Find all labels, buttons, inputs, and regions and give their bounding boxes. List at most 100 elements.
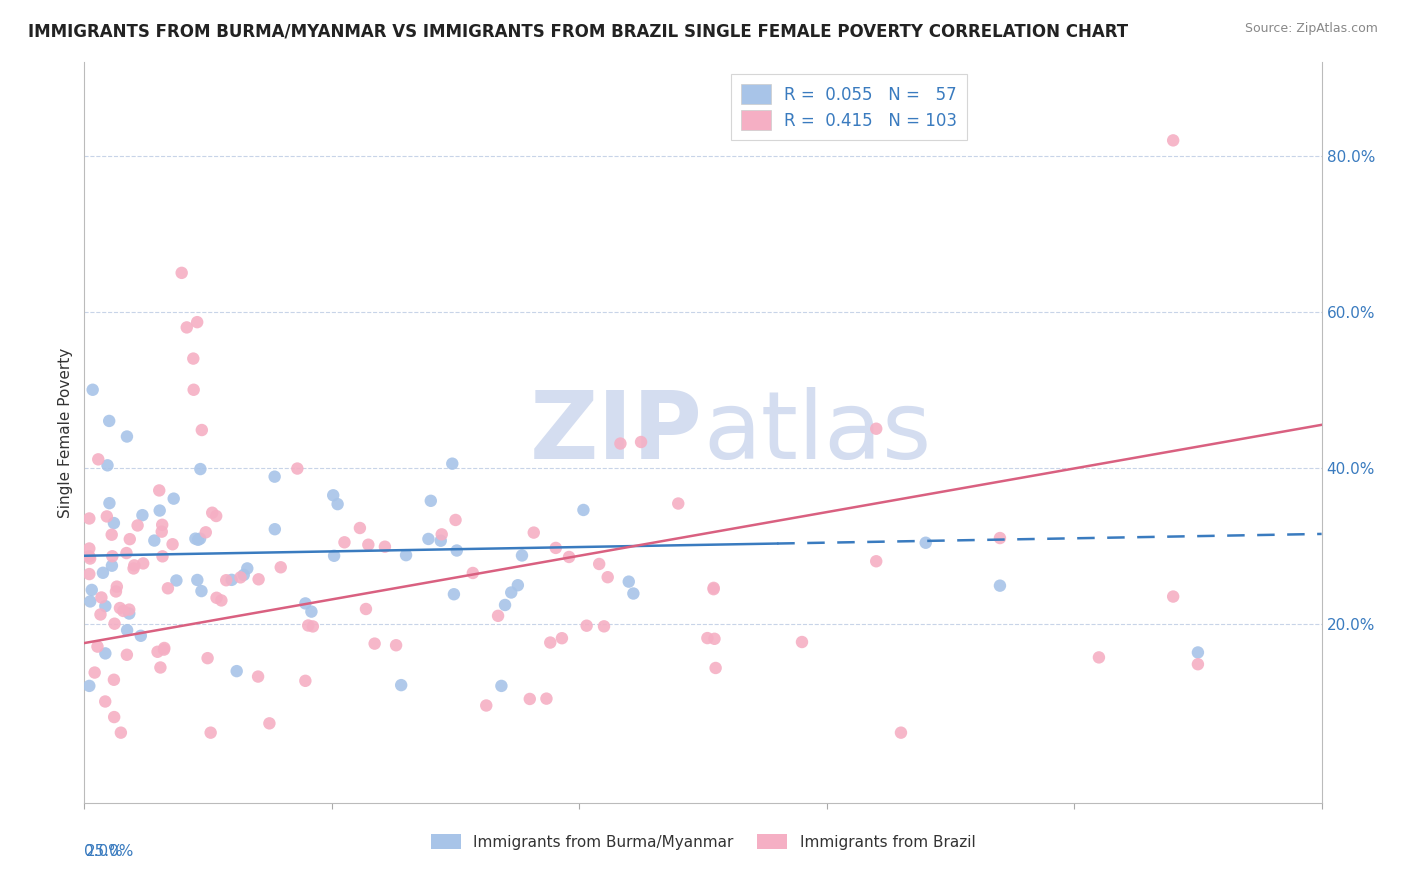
Point — [101, 558, 124, 573]
Point — [94, 646, 117, 660]
Point — [236, 561, 259, 575]
Point — [118, 607, 141, 621]
Text: Source: ZipAtlas.com: Source: ZipAtlas.com — [1244, 22, 1378, 36]
Point — [186, 573, 208, 587]
Text: IMMIGRANTS FROM BURMA/MYANMAR VS IMMIGRANTS FROM BRAZIL SINGLE FEMALE POVERTY CO: IMMIGRANTS FROM BURMA/MYANMAR VS IMMIGRA… — [28, 22, 1128, 40]
Point — [89, 607, 111, 622]
Point — [506, 578, 529, 592]
Point — [259, 716, 281, 731]
Point — [596, 570, 619, 584]
Point — [124, 558, 146, 573]
Point — [127, 518, 149, 533]
Point — [294, 596, 316, 610]
Point — [105, 580, 128, 594]
Point — [96, 509, 118, 524]
Point — [988, 579, 1011, 593]
Point — [165, 574, 187, 588]
Point — [132, 557, 155, 571]
Point — [696, 631, 718, 645]
Point — [703, 582, 725, 597]
Point — [194, 525, 217, 540]
Point — [322, 488, 344, 502]
Point — [183, 383, 205, 397]
Point — [215, 573, 238, 587]
Point — [156, 582, 179, 596]
Point — [301, 619, 323, 633]
Point — [494, 598, 516, 612]
Point — [446, 543, 468, 558]
Point — [429, 533, 451, 548]
Point — [110, 725, 132, 739]
Point — [270, 560, 292, 574]
Point — [519, 692, 541, 706]
Point — [430, 527, 453, 541]
Text: atlas: atlas — [703, 386, 931, 479]
Point — [297, 618, 319, 632]
Point — [153, 642, 176, 657]
Y-axis label: Single Female Poverty: Single Female Poverty — [58, 348, 73, 517]
Point — [221, 573, 243, 587]
Text: ZIP: ZIP — [530, 386, 703, 479]
Point — [205, 508, 228, 523]
Point — [890, 725, 912, 739]
Point — [461, 566, 484, 580]
Point — [523, 525, 546, 540]
Point — [115, 546, 138, 560]
Point — [103, 616, 125, 631]
Point — [232, 568, 254, 582]
Point — [285, 461, 308, 475]
Point — [90, 591, 112, 605]
Point — [115, 429, 138, 443]
Point — [247, 669, 270, 683]
Point — [190, 462, 212, 476]
Point — [229, 570, 252, 584]
Point — [323, 549, 346, 563]
Point — [79, 549, 101, 564]
Point — [551, 631, 574, 645]
Point — [115, 623, 138, 637]
Point — [205, 591, 228, 605]
Point — [538, 635, 561, 649]
Point — [588, 557, 610, 571]
Point — [1161, 133, 1184, 147]
Point — [153, 640, 176, 655]
Point — [162, 537, 184, 551]
Point — [79, 594, 101, 608]
Point — [190, 584, 212, 599]
Point — [143, 533, 166, 548]
Point — [617, 574, 640, 589]
Point — [790, 635, 813, 649]
Point — [1088, 650, 1111, 665]
Point — [115, 648, 138, 662]
Point — [100, 527, 122, 541]
Point — [98, 496, 121, 510]
Point — [572, 503, 595, 517]
Point — [148, 483, 170, 498]
Point — [475, 698, 498, 713]
Point — [544, 541, 567, 555]
Point — [374, 540, 396, 554]
Point — [79, 567, 101, 582]
Point — [79, 551, 101, 566]
Point — [122, 561, 145, 575]
Point — [83, 665, 105, 680]
Point — [91, 566, 114, 580]
Point — [129, 629, 152, 643]
Point — [96, 458, 118, 473]
Point — [79, 679, 101, 693]
Point — [225, 664, 247, 678]
Point — [1187, 657, 1209, 672]
Point — [187, 533, 209, 547]
Point — [163, 491, 186, 506]
Point — [395, 548, 418, 562]
Point — [80, 582, 103, 597]
Point — [176, 320, 198, 334]
Point — [101, 549, 124, 564]
Point — [152, 549, 174, 564]
Text: 0.0%: 0.0% — [84, 844, 124, 858]
Point — [486, 608, 509, 623]
Point — [389, 678, 412, 692]
Point — [94, 694, 117, 708]
Point — [263, 469, 285, 483]
Text: 25.0%: 25.0% — [86, 844, 134, 858]
